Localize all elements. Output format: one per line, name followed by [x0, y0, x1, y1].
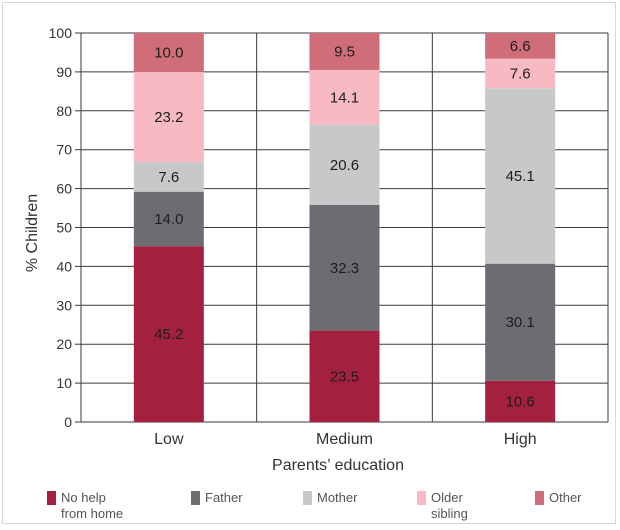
y-tick-label: 60: [56, 181, 72, 197]
y-tick-label: 20: [56, 336, 72, 352]
bar-segment: [309, 124, 380, 205]
y-tick-label: 50: [56, 220, 72, 236]
data-label: 7.6: [510, 65, 531, 82]
legend-swatch: [303, 491, 312, 505]
y-tick-label: 10: [56, 375, 72, 391]
x-tick-label: Medium: [316, 431, 373, 448]
legend-item: No help from home: [47, 490, 123, 522]
legend-label: No help from home: [61, 490, 124, 521]
bar-segment: [133, 71, 204, 163]
data-label: 23.2: [154, 109, 183, 126]
stacked-bar-chart: 45.2 14.0 7.6 23.2 10.0 23.5 32.3 20.6 14.1 9.5 10…: [24, 25, 609, 474]
legend-label: Older sibling: [431, 490, 468, 521]
data-label: 23.5: [330, 368, 359, 385]
legend-swatch: [535, 491, 544, 505]
data-label: 45.1: [506, 168, 535, 185]
x-axis-label: Parents’ education: [272, 457, 404, 474]
legend-label: Father: [205, 490, 243, 505]
legend-item: Other: [535, 490, 582, 506]
data-label: 45.2: [154, 326, 183, 343]
data-label: 14.1: [330, 89, 359, 106]
x-tick-label: High: [504, 431, 537, 448]
bar-segment: [485, 263, 556, 381]
bar-segment: [485, 33, 556, 59]
y-tick-label: 70: [56, 142, 72, 158]
axes: 0 10 20 30 40 50 60 70 80 90 100 Low Medium High: [49, 25, 537, 448]
data-label: 6.6: [510, 38, 531, 55]
data-label: 10.6: [506, 393, 535, 410]
legend-label: Other: [549, 490, 582, 505]
y-tick-label: 100: [49, 25, 73, 41]
legend-swatch: [417, 491, 426, 505]
legend-swatch: [191, 491, 200, 505]
bar-segment: [309, 69, 380, 125]
legend: No help from home Father Mother Older sibli…: [47, 490, 607, 530]
y-tick-label: 90: [56, 64, 72, 80]
legend-label: Mother: [317, 490, 358, 505]
data-label: 9.5: [334, 43, 355, 60]
legend-swatch: [47, 491, 56, 505]
data-label: 30.1: [506, 314, 535, 331]
bar-segment: [485, 58, 556, 89]
bar-segment: [133, 246, 204, 422]
bar-segment: [309, 330, 380, 422]
bar-segment: [309, 33, 380, 70]
bar-segment: [133, 162, 204, 192]
legend-item: Mother: [303, 490, 357, 506]
bar-segment: [485, 88, 556, 264]
bar-segment: [309, 204, 380, 331]
data-label: 20.6: [330, 157, 359, 174]
y-axis-label: % Children: [24, 194, 41, 272]
bar-segment: [133, 191, 204, 247]
legend-item: Older sibling: [417, 490, 468, 522]
bar-segment: [485, 380, 556, 422]
y-tick-label: 0: [64, 414, 72, 430]
data-label: 10.0: [154, 44, 183, 61]
data-label: 32.3: [330, 260, 359, 277]
bar-segment: [133, 33, 204, 72]
data-label: 14.0: [154, 211, 183, 228]
y-tick-label: 80: [56, 103, 72, 119]
legend-item: Father: [191, 490, 243, 506]
data-label: 7.6: [158, 169, 179, 186]
y-tick-label: 40: [56, 258, 72, 274]
bars: 45.2 14.0 7.6 23.2 10.0 23.5 32.3 20.6 14.1 9.5 10…: [133, 33, 556, 422]
x-tick-label: Low: [154, 431, 184, 448]
chart-frame: 45.2 14.0 7.6 23.2 10.0 23.5 32.3 20.6 14.1 9.5 10…: [2, 2, 616, 524]
y-tick-label: 30: [56, 297, 72, 313]
